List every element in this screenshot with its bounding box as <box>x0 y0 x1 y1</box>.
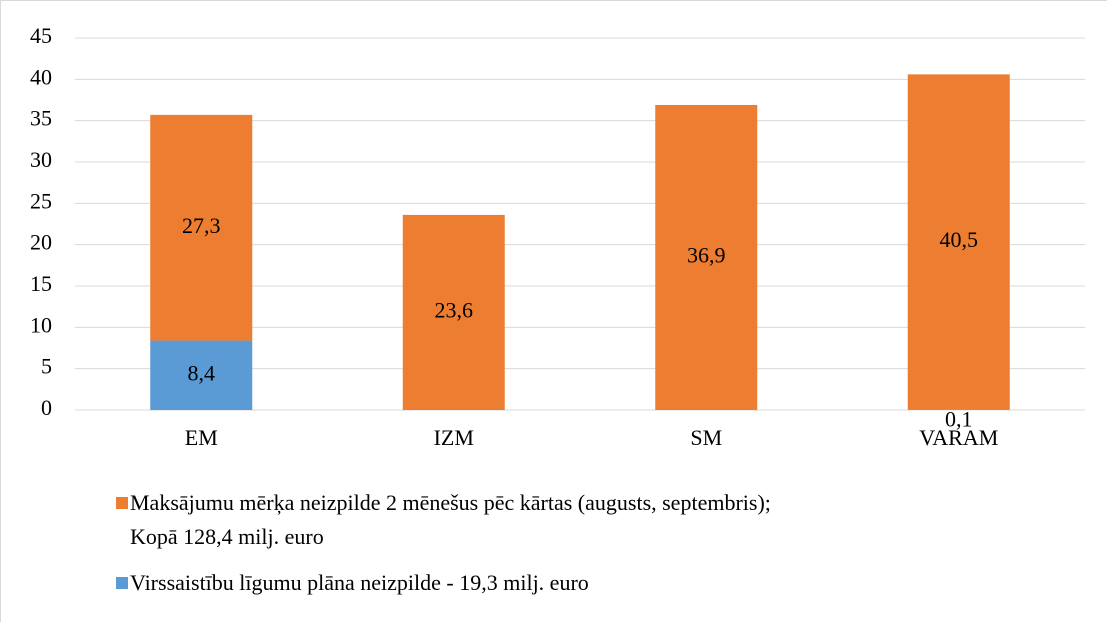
x-tick-label: VARAM <box>919 425 998 450</box>
y-tick-label: 45 <box>30 23 52 48</box>
data-label: 8,4 <box>188 360 216 385</box>
y-tick-label: 35 <box>30 106 52 131</box>
y-tick-label: 20 <box>30 230 52 255</box>
legend-swatch <box>116 577 128 589</box>
legend-swatch <box>116 497 128 509</box>
bar-segment <box>907 74 1010 410</box>
legend: Maksājumu mērķa neizpilde 2 mēnešus pēc … <box>116 486 816 612</box>
data-label: 23,6 <box>435 298 474 323</box>
y-tick-label: 30 <box>30 147 52 172</box>
bar-segment <box>907 409 1010 410</box>
data-label: 27,3 <box>182 213 221 238</box>
bar-segment <box>655 104 758 411</box>
y-tick-label: 25 <box>30 188 52 213</box>
data-label: 36,9 <box>687 243 726 268</box>
x-tick-label: IZM <box>434 425 474 450</box>
legend-item: Virssaistību līgumu plāna neizpilde - 19… <box>116 566 816 600</box>
y-tick-label: 5 <box>41 354 52 379</box>
bar-segment <box>150 114 253 341</box>
y-tick-label: 0 <box>41 395 52 420</box>
y-tick-label: 10 <box>30 312 52 337</box>
chart: 0 5 10 15 20 25 30 35 40 45 EM 8,4 27,3 IZM 23,6 SM 36,9… <box>30 23 1085 450</box>
data-label: 0,1 <box>945 407 973 432</box>
y-tick-label: 40 <box>30 64 52 89</box>
x-tick-label: EM <box>185 425 218 450</box>
legend-label: Maksājumu mērķa neizpilde 2 mēnešus pēc … <box>130 490 771 549</box>
data-label: 40,5 <box>940 227 979 252</box>
bar-segment <box>402 214 505 410</box>
legend-item: Maksājumu mērķa neizpilde 2 mēnešus pēc … <box>116 486 816 554</box>
y-tick-label: 15 <box>30 271 52 296</box>
bar-segment <box>150 340 253 410</box>
x-tick-label: SM <box>690 425 722 450</box>
legend-label: Virssaistību līgumu plāna neizpilde - 19… <box>130 570 589 595</box>
